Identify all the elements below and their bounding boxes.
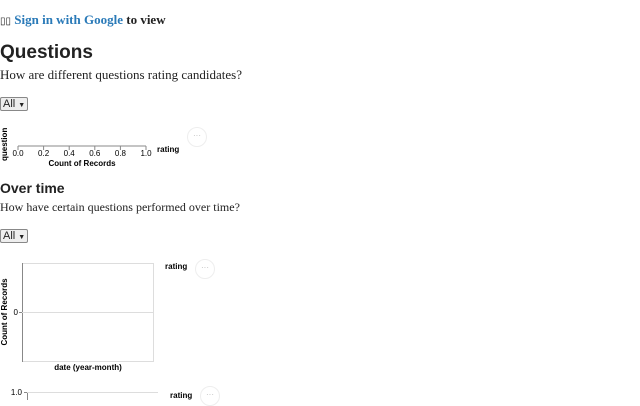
overtime-title: Over time [0,180,65,196]
questions-title: Questions [0,42,93,63]
legend-title: rating [170,391,193,400]
third-chart: 1.0 [11,388,158,400]
x-tick-label: 0.8 [115,149,127,158]
signin-suffix: to view [122,12,166,27]
x-tick-label: 0.6 [89,149,101,158]
legend-title: rating [165,262,188,271]
questions-subtitle: How are different questions rating candi… [0,67,242,82]
dropdown-arrow-icon: ▼ [18,234,26,241]
select-value: All [3,98,16,110]
more-actions-button[interactable]: ··· [200,386,220,406]
x-tick-label: 0.2 [38,149,50,158]
y-axis-label: Count of Records [0,278,9,346]
more-actions-button[interactable]: ··· [187,127,207,147]
y-tick-label: 1.0 [11,388,23,397]
x-axis-label: Count of Records [48,159,116,168]
select-value: All [3,230,16,242]
overtime-chart: 0 Count of Records date (year-month) [0,263,154,372]
more-actions-button[interactable]: ··· [195,259,215,279]
questions-chart: question 0.0 0.2 0.4 0.6 0.8 1.0 Count of Rec… [0,128,152,168]
signin-banner: ▯▯ Sign in with Google to view [0,12,166,28]
x-tick-label: 1.0 [140,149,152,158]
x-axis-label: date (year-month) [54,363,122,372]
y-axis-label: question [0,128,9,161]
y-tick-label: 0 [14,308,19,317]
overtime-subtitle: How have certain questions performed ove… [0,200,240,214]
broken-image-icon: ▯▯ [0,16,12,27]
dropdown-arrow-icon: ▼ [18,102,26,109]
x-tick-label: 0.0 [12,149,24,158]
x-tick-label: 0.4 [64,149,76,158]
signin-link[interactable]: Sign in with Google [14,12,123,27]
questions-filter-select[interactable]: All ▼ [0,97,29,111]
legend-title: rating [157,145,180,154]
overtime-filter-select[interactable]: All ▼ [0,229,29,243]
